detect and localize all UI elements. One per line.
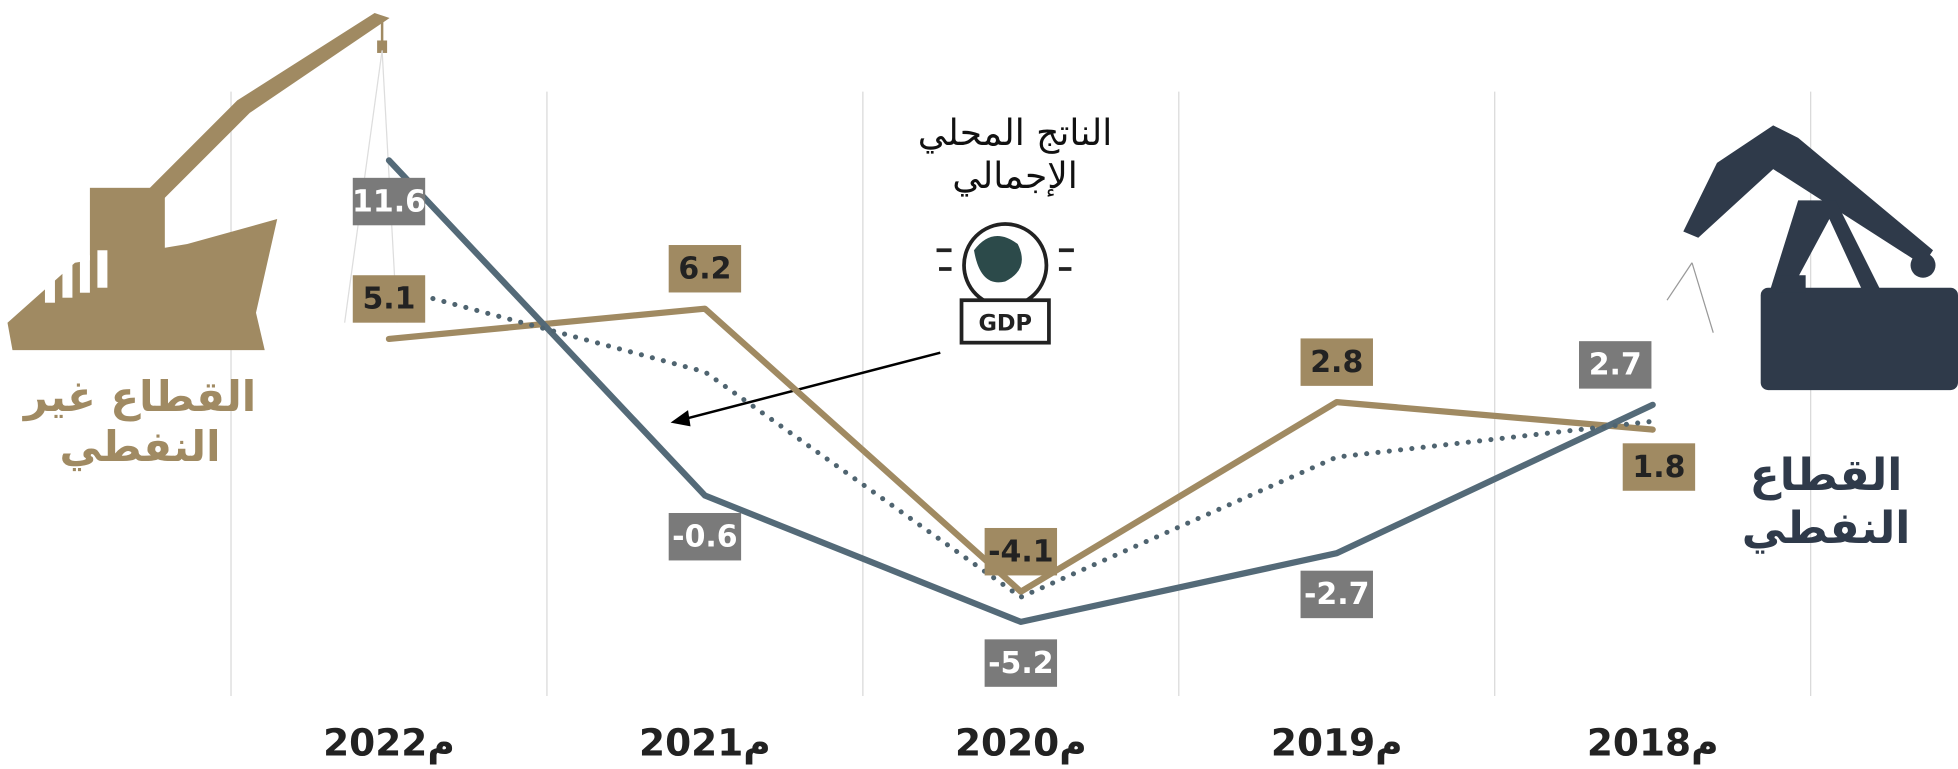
series-line bbox=[385, 157, 1656, 626]
data-label: -4.1 bbox=[984, 527, 1058, 576]
data-label-text: 2.7 bbox=[1589, 348, 1642, 383]
series-line bbox=[385, 305, 1656, 595]
data-label-text: 11.6 bbox=[352, 184, 426, 219]
data-label-text: 1.8 bbox=[1632, 450, 1685, 485]
data-label: -0.6 bbox=[668, 512, 742, 561]
gdp-icon: GDP bbox=[936, 222, 1074, 345]
arrow bbox=[670, 351, 941, 427]
data-label-text: 6.2 bbox=[678, 251, 731, 286]
data-label-text: 5.1 bbox=[362, 282, 415, 317]
x-tick-label: 2018م bbox=[1587, 720, 1719, 765]
data-label-box bbox=[1579, 341, 1652, 389]
data-label-box bbox=[984, 527, 1058, 576]
ship-icon bbox=[7, 13, 398, 351]
data-label: 6.2 bbox=[668, 245, 742, 293]
series-name: القطاع النفطي bbox=[1741, 450, 1911, 554]
series-name: الناتج المحلي الإجمالي bbox=[917, 113, 1113, 198]
x-tick-label: 2019م bbox=[1271, 720, 1403, 765]
x-tick-label: 2020م bbox=[955, 720, 1087, 765]
data-label: 2.7 bbox=[1579, 341, 1652, 389]
data-label: 11.6 bbox=[352, 177, 426, 226]
data-label-box bbox=[352, 177, 426, 226]
data-label-box bbox=[668, 245, 742, 293]
x-tick-label: 2021م bbox=[639, 720, 771, 765]
data-label: 5.1 bbox=[352, 275, 426, 323]
data-label-text: -2.7 bbox=[1304, 577, 1370, 612]
data-label-box bbox=[1300, 338, 1373, 386]
data-label-box bbox=[1300, 570, 1373, 619]
data-label-text: -4.1 bbox=[988, 534, 1054, 569]
data-label: -2.7 bbox=[1300, 570, 1373, 619]
data-label-box bbox=[1622, 443, 1696, 491]
icon-text: GDP bbox=[978, 310, 1032, 336]
data-label-box bbox=[984, 639, 1058, 687]
data-label: 2.8 bbox=[1300, 338, 1373, 386]
oil-pump-icon bbox=[1666, 125, 1958, 391]
data-label-text: 2.8 bbox=[1310, 345, 1363, 380]
data-label-box bbox=[668, 512, 742, 561]
data-label: -5.2 bbox=[984, 639, 1058, 687]
data-label-text: -0.6 bbox=[672, 519, 738, 554]
x-tick-label: 2022م bbox=[323, 720, 455, 765]
data-label-text: -5.2 bbox=[988, 646, 1054, 681]
data-label-box bbox=[352, 275, 426, 323]
data-label: 1.8 bbox=[1622, 443, 1696, 491]
series-name: القطاع غير النفطي bbox=[23, 372, 257, 472]
series-line bbox=[386, 284, 1656, 600]
